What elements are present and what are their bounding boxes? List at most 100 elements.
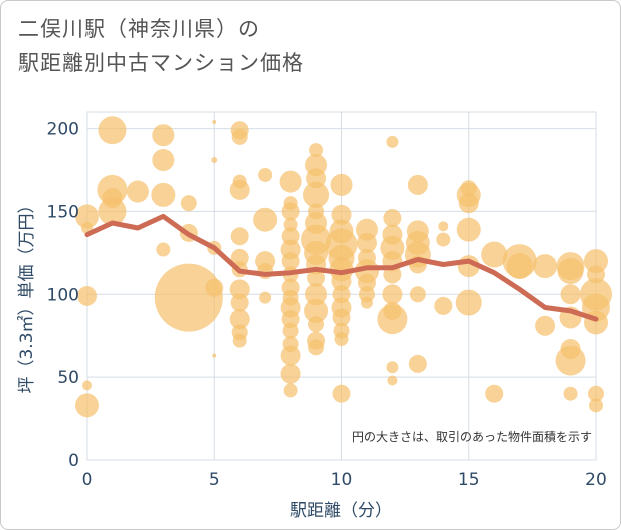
bubble-point: [308, 339, 325, 356]
y-tick-label: 150: [47, 202, 79, 222]
bubble-point: [456, 217, 481, 242]
bubble-point: [588, 385, 604, 402]
bubble-point: [280, 363, 301, 384]
bubble-point: [279, 170, 302, 193]
bubble-point: [331, 271, 352, 292]
bubble-point: [356, 232, 377, 253]
bubble-point: [438, 221, 449, 232]
bubble-point: [151, 182, 176, 207]
bubble-point: [75, 393, 99, 418]
bubble-point: [212, 119, 217, 124]
bubble-point: [409, 286, 426, 303]
bubble-point: [436, 232, 451, 247]
bubble-point: [229, 179, 250, 200]
bubble-point: [281, 252, 300, 271]
bubble-point: [258, 167, 273, 182]
bubble-point: [557, 258, 584, 285]
bubble-point: [180, 195, 197, 212]
bubble-point: [305, 283, 328, 306]
bubble-point: [230, 293, 249, 312]
bubble-point: [280, 345, 301, 366]
bubble-point: [212, 353, 217, 358]
bubble-point: [587, 265, 605, 284]
bubble-point: [307, 268, 326, 287]
bubble-point: [332, 384, 351, 403]
bubble-point: [383, 209, 402, 228]
bubble-point: [82, 380, 92, 391]
bubble-point: [485, 384, 504, 403]
bubble-point: [75, 204, 99, 229]
bubble-point: [589, 398, 603, 413]
y-tick-labels: 0 50 100 150 200: [47, 120, 79, 471]
x-tick-label: 10: [331, 470, 353, 490]
bubble-layer: [75, 116, 612, 418]
bubble-point: [77, 285, 97, 306]
bubble-point: [152, 124, 175, 147]
bubble-point: [407, 174, 428, 195]
y-axis-label: 坪（3.3㎡）単価（万円）: [17, 196, 37, 393]
bubble-point: [281, 310, 300, 329]
x-tick-label: 20: [585, 470, 607, 490]
bubble-point: [154, 263, 223, 332]
bubble-point: [334, 332, 349, 347]
y-tick-label: 100: [47, 285, 79, 305]
bubble-point: [506, 253, 533, 280]
x-axis-label: 駅距離（分）: [290, 501, 392, 521]
bubble-point: [232, 333, 247, 348]
bubble-size-note: 円の大きさは、取引のあった物件面積を示す: [352, 429, 592, 444]
bubble-point: [303, 181, 330, 208]
bubble-point: [205, 278, 224, 297]
bubble-point: [386, 135, 399, 148]
bubble-point: [283, 383, 298, 398]
bubble-point: [332, 308, 351, 327]
bubble-point: [434, 296, 453, 315]
bubble-point: [382, 284, 403, 305]
bubble-point: [304, 298, 329, 323]
bubble-point: [253, 207, 278, 232]
bubble-point: [309, 143, 324, 158]
bubble-point: [98, 116, 127, 145]
bubble-point: [152, 149, 175, 172]
bubble-point: [230, 227, 249, 246]
bubble-point: [584, 249, 608, 274]
bubble-point: [230, 248, 249, 267]
y-tick-label: 0: [68, 451, 79, 471]
chart-title: 二俣川駅（神奈川県）の 駅距離別中古マンション価格: [18, 12, 304, 80]
bubble-point: [481, 241, 508, 268]
average-price-line: [84, 213, 599, 322]
bubble-point: [533, 254, 558, 279]
x-tick-label: 5: [209, 470, 220, 490]
bubble-point: [560, 284, 581, 305]
x-tick-label: 0: [82, 470, 93, 490]
bubble-point: [386, 361, 399, 374]
chart-title-line-2: 駅距離別中古マンション価格: [18, 51, 304, 75]
bubble-point: [377, 304, 408, 335]
bubble-point: [555, 345, 586, 376]
bubble-point: [281, 202, 300, 221]
bubble-point: [156, 242, 171, 257]
y-tick-label: 200: [47, 120, 79, 140]
bubble-point: [455, 289, 482, 316]
bubble-point: [360, 296, 373, 309]
bubble-point: [408, 354, 427, 373]
bubble-point: [282, 322, 299, 339]
x-tick-label: 15: [458, 470, 480, 490]
bubble-point: [308, 316, 325, 333]
bubble-point: [231, 128, 248, 145]
bubble-point: [387, 375, 398, 386]
chart-title-line-1: 二俣川駅（神奈川県）の: [18, 17, 260, 41]
y-tick-label: 50: [57, 368, 79, 388]
bubble-point: [229, 279, 250, 300]
bubble-point: [535, 315, 556, 336]
x-tick-labels: 0 5 10 15 20: [82, 470, 607, 490]
bubble-point: [458, 193, 479, 214]
bubble-point: [211, 157, 218, 164]
bubble-point: [126, 180, 149, 203]
bubble-point: [102, 188, 123, 209]
bubble-point: [357, 273, 376, 292]
bubble-point: [563, 386, 578, 401]
bubble-point: [330, 173, 353, 196]
bubble-point: [331, 204, 352, 225]
bubble-point: [259, 291, 272, 304]
